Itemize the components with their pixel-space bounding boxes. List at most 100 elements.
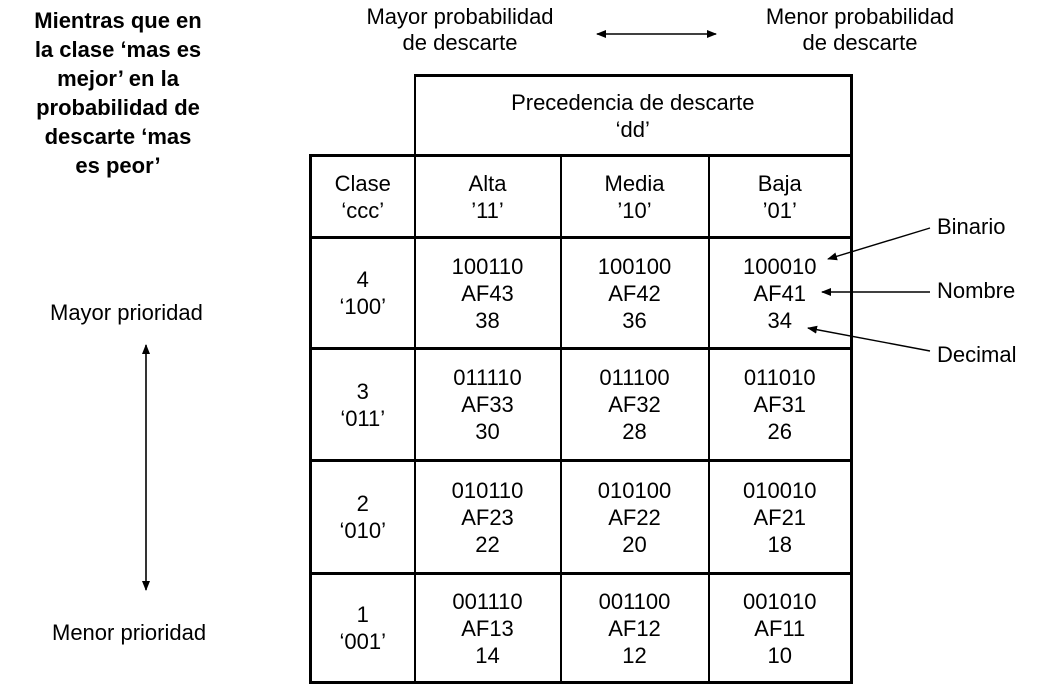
af-name: AF22	[608, 504, 661, 530]
binary-value: 100110	[451, 253, 524, 279]
binary-value: 001110	[452, 588, 523, 614]
lower-discard-line2: de descarte	[802, 30, 918, 55]
class-cell: 4 ‘100’	[309, 236, 416, 350]
af-name: AF23	[461, 504, 514, 530]
decimal-value: 20	[622, 531, 647, 557]
binary-value: 010100	[597, 477, 672, 503]
dscp-cell: 100100 AF42 36	[559, 236, 710, 350]
af-name: AF41	[753, 280, 807, 306]
class-code: ‘011’	[340, 405, 386, 431]
class-cell: 1 ‘001’	[309, 572, 416, 684]
class-number: 1	[356, 602, 369, 627]
decimal-value: 10	[767, 642, 792, 668]
decimal-value: 22	[475, 531, 500, 557]
dscp-cell: 011110 AF33 30	[413, 347, 562, 462]
binary-value: 011010	[743, 365, 816, 390]
af-name: AF32	[608, 392, 661, 417]
column-label: Baja	[757, 170, 802, 196]
dscp-cell: 001100 AF12 12	[559, 572, 710, 684]
note-line: es peor’	[75, 153, 161, 178]
column-code: ’01’	[762, 197, 797, 223]
af-name: AF12	[608, 615, 661, 641]
af-name: AF43	[461, 280, 514, 306]
dscp-cell: 100010 AF41 34	[707, 236, 854, 350]
class-cell: 3 ‘011’	[309, 347, 416, 462]
header-code: ‘dd’	[615, 116, 650, 142]
class-number: 3	[356, 378, 369, 404]
note-line: la clase ‘mas es	[34, 37, 202, 62]
binary-value: 010010	[743, 477, 817, 503]
class-column-header: Clase ‘ccc’	[309, 154, 416, 239]
af-name: AF33	[461, 392, 514, 417]
class-header-label: Clase	[334, 170, 391, 196]
dscp-cell: 011100 AF32 28	[559, 347, 710, 462]
note-line: mejor’ en la	[57, 66, 179, 91]
column-label: Alta	[468, 170, 507, 196]
lower-priority-label: Menor prioridad	[52, 620, 207, 645]
binary-annotation: Binario	[937, 214, 1006, 239]
note-line: probabilidad de	[36, 95, 200, 120]
higher-discard-label: Mayor probabilidad de descarte	[340, 4, 580, 56]
table-row: 3 ‘011’ 011110 AF33 30 011100 AF32 28 01…	[309, 347, 854, 462]
class-header-code: ‘ccc’	[341, 197, 385, 223]
af-name: AF13	[461, 615, 514, 641]
decimal-annotation: Decimal	[937, 342, 1017, 367]
binary-value: 001100	[598, 588, 671, 614]
decimal-value: 14	[475, 642, 500, 668]
class-number: 4	[356, 267, 369, 292]
af-name: AF11	[754, 615, 806, 641]
decimal-value: 12	[622, 642, 647, 668]
decimal-value: 38	[475, 307, 500, 333]
lower-discard-line1: Menor probabilidad	[765, 4, 955, 29]
binary-value: 011110	[453, 365, 522, 390]
higher-discard-line1: Mayor probabilidad	[366, 4, 554, 29]
class-code: ‘100’	[339, 294, 386, 319]
decimal-value: 28	[622, 419, 647, 444]
dscp-cell: 100110 AF43 38	[413, 236, 562, 350]
decimal-value: 18	[767, 531, 792, 557]
column-code: ’11’	[471, 197, 504, 223]
dscp-table: Precedencia de descarte ‘dd’ Clase ‘ccc’…	[309, 74, 854, 684]
discard-precedence-header: Precedencia de descarte ‘dd’	[413, 74, 854, 157]
higher-priority-label: Mayor prioridad	[50, 300, 203, 325]
binary-value: 100010	[743, 253, 817, 279]
dscp-cell: 010010 AF21 18	[707, 459, 854, 575]
empty-corner	[310, 75, 416, 157]
decimal-pointer-arrow	[807, 325, 931, 352]
note-line: descarte ‘mas	[44, 124, 192, 149]
column-label: Media	[604, 170, 665, 196]
decimal-value: 36	[622, 307, 647, 333]
column-header-media: Media ’10’	[559, 154, 710, 239]
table-row: 4 ‘100’ 100110 AF43 38 100100 AF42 36 10…	[309, 236, 854, 350]
dscp-cell: 010110 AF23 22	[413, 459, 562, 575]
binary-value: 010110	[451, 477, 524, 503]
dscp-cell: 011010 AF31 26	[707, 347, 854, 462]
binary-value: 100100	[597, 253, 672, 279]
dscp-cell: 001110 AF13 14	[413, 572, 562, 684]
binary-value: 011100	[599, 365, 670, 390]
class-cell: 2 ‘010’	[309, 459, 416, 575]
class-number: 2	[356, 491, 369, 516]
class-code: ‘010’	[339, 518, 386, 543]
note-line: Mientras que en	[34, 8, 202, 33]
header-title: Precedencia de descarte	[511, 89, 755, 115]
class-code: ‘001’	[339, 629, 386, 654]
name-annotation: Nombre	[937, 278, 1016, 303]
column-code: ’10’	[617, 197, 652, 223]
higher-discard-line2: de descarte	[402, 30, 518, 55]
column-header-alta: Alta ’11’	[413, 154, 562, 239]
explanatory-note: Mientras que en la clase ‘mas es mejor’ …	[4, 6, 232, 180]
af-name: AF21	[753, 504, 807, 530]
decimal-value: 30	[475, 419, 500, 444]
column-header-baja: Baja ’01’	[707, 154, 854, 239]
dscp-cell: 001010 AF11 10	[707, 572, 854, 684]
decimal-value: 26	[767, 419, 792, 444]
dscp-cell: 010100 AF22 20	[559, 459, 710, 575]
af-name: AF31	[753, 392, 807, 417]
table-row: 1 ‘001’ 001110 AF13 14 001100 AF12 12 00…	[309, 572, 854, 684]
lower-discard-label: Menor probabilidad de descarte	[728, 4, 992, 56]
af-name: AF42	[608, 280, 661, 306]
binary-pointer-arrow	[827, 227, 931, 261]
decimal-value: 34	[767, 307, 792, 333]
